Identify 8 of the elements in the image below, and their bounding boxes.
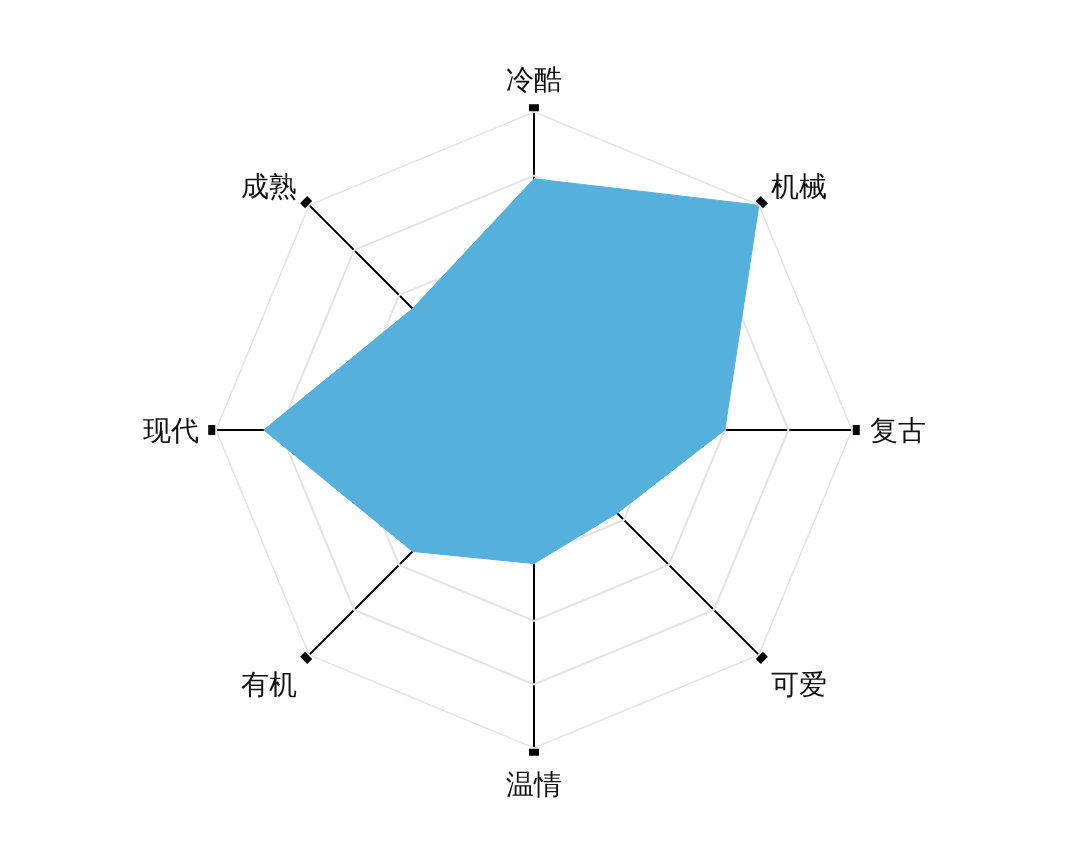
spoke-label: 现代 (142, 413, 199, 447)
spoke-label: 成熟 (240, 169, 297, 203)
spoke-label: 温情 (506, 767, 562, 801)
spoke-label: 机械 (771, 169, 828, 203)
spoke-label: 可爱 (771, 667, 828, 701)
spoke-label: 复古 (869, 413, 926, 447)
spoke-label: 有机 (240, 667, 297, 701)
spoke-label: 冷酷 (506, 62, 562, 96)
